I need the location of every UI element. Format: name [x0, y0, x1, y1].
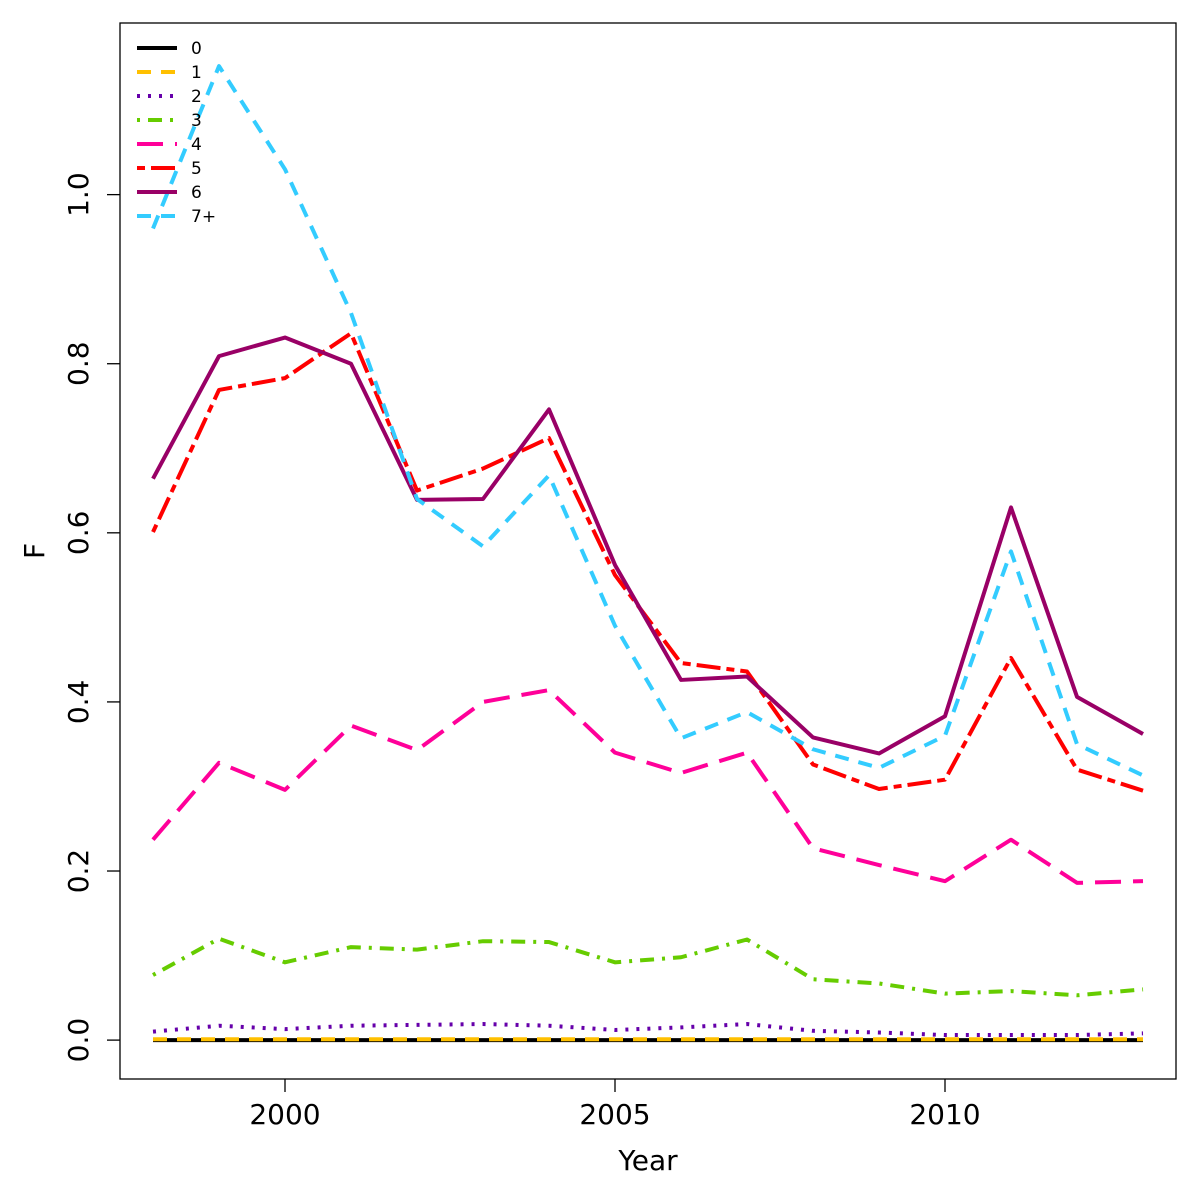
x-tick-label: 2000: [249, 1098, 320, 1131]
legend-label: 0: [191, 39, 202, 59]
series-line-4: [151, 688, 1144, 885]
x-axis-title: Year: [617, 1144, 678, 1177]
series-line-3: [152, 936, 1144, 998]
series-line-7plus: [151, 64, 1144, 778]
y-tick-label: 0.0: [62, 1018, 95, 1063]
y-axis-title: F: [18, 543, 51, 559]
legend-label: 7+: [191, 207, 216, 227]
legend-label: 3: [191, 111, 202, 131]
x-axis: 2000 2005 2010: [249, 1079, 981, 1131]
legend-label: 6: [191, 183, 202, 203]
y-tick-label: 0.6: [62, 511, 95, 556]
y-axis: 0.0 0.2 0.4 0.6 0.8 1.0: [62, 172, 120, 1062]
legend: 0 1 2 3 4 5 6 7+: [137, 39, 216, 227]
series-line-6: [151, 335, 1144, 756]
y-tick-label: 0.4: [62, 680, 95, 725]
plot-frame: [119, 22, 1177, 1080]
y-tick-label: 0.2: [62, 849, 95, 894]
y-tick-label: 0.8: [62, 341, 95, 386]
legend-label: 4: [191, 135, 202, 155]
legend-label: 1: [191, 63, 202, 83]
series-line-2: [152, 1022, 1144, 1038]
series-layer: [151, 64, 1144, 1043]
y-tick-label: 1.0: [62, 172, 95, 217]
legend-label: 5: [191, 159, 202, 179]
x-tick-label: 2010: [909, 1098, 980, 1131]
legend-label: 2: [191, 87, 202, 107]
x-tick-label: 2005: [579, 1098, 650, 1131]
